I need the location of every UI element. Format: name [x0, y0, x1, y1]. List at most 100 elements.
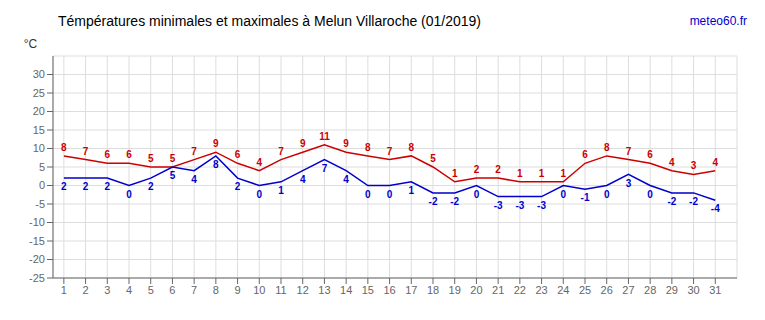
- svg-text:4: 4: [126, 284, 132, 296]
- svg-text:19: 19: [449, 284, 461, 296]
- svg-text:3: 3: [626, 178, 632, 189]
- svg-text:5: 5: [148, 153, 154, 164]
- svg-text:20: 20: [33, 105, 45, 117]
- svg-text:3: 3: [104, 284, 110, 296]
- svg-text:8: 8: [213, 159, 219, 170]
- svg-text:23: 23: [535, 284, 547, 296]
- svg-text:26: 26: [601, 284, 613, 296]
- svg-text:0: 0: [365, 189, 371, 200]
- svg-text:5: 5: [430, 153, 436, 164]
- svg-text:8: 8: [604, 142, 610, 153]
- svg-text:30: 30: [33, 68, 45, 80]
- svg-text:6: 6: [647, 149, 653, 160]
- svg-text:5: 5: [170, 170, 176, 181]
- svg-text:7: 7: [83, 146, 89, 157]
- svg-text:-1: -1: [581, 192, 590, 203]
- svg-text:7: 7: [278, 146, 284, 157]
- svg-text:6: 6: [169, 284, 175, 296]
- svg-text:10: 10: [253, 284, 265, 296]
- svg-text:2: 2: [495, 164, 501, 175]
- svg-text:21: 21: [492, 284, 504, 296]
- svg-text:-25: -25: [29, 272, 45, 284]
- svg-text:2: 2: [105, 181, 111, 192]
- svg-text:-2: -2: [667, 196, 676, 207]
- svg-text:6: 6: [126, 149, 132, 160]
- svg-text:1: 1: [539, 168, 545, 179]
- svg-text:5: 5: [39, 161, 45, 173]
- svg-text:11: 11: [275, 284, 286, 296]
- svg-text:-15: -15: [29, 235, 45, 247]
- svg-text:9: 9: [343, 138, 349, 149]
- svg-text:-5: -5: [35, 198, 45, 210]
- svg-text:4: 4: [257, 157, 263, 168]
- svg-text:-3: -3: [515, 200, 524, 211]
- svg-text:10: 10: [33, 142, 45, 154]
- svg-text:12: 12: [297, 284, 309, 296]
- svg-text:0: 0: [604, 189, 610, 200]
- svg-text:2: 2: [83, 181, 89, 192]
- svg-text:18: 18: [427, 284, 439, 296]
- svg-text:6: 6: [105, 149, 111, 160]
- svg-text:0: 0: [474, 189, 480, 200]
- svg-text:3: 3: [691, 160, 697, 171]
- svg-text:2: 2: [235, 181, 241, 192]
- svg-text:-2: -2: [450, 196, 459, 207]
- svg-text:1: 1: [409, 185, 415, 196]
- svg-text:2: 2: [474, 164, 480, 175]
- svg-text:13: 13: [318, 284, 330, 296]
- svg-text:6: 6: [582, 149, 588, 160]
- svg-text:6: 6: [235, 149, 241, 160]
- svg-text:1: 1: [561, 168, 567, 179]
- svg-text:8: 8: [409, 142, 415, 153]
- svg-text:16: 16: [383, 284, 395, 296]
- svg-text:0: 0: [387, 189, 393, 200]
- svg-text:°C: °C: [24, 37, 38, 51]
- svg-text:30: 30: [687, 284, 699, 296]
- svg-text:29: 29: [666, 284, 678, 296]
- svg-text:1: 1: [452, 168, 458, 179]
- svg-text:-2: -2: [429, 196, 438, 207]
- svg-text:27: 27: [622, 284, 634, 296]
- svg-text:7: 7: [191, 284, 197, 296]
- svg-text:2: 2: [61, 181, 67, 192]
- svg-text:0: 0: [257, 189, 263, 200]
- svg-text:25: 25: [33, 87, 45, 99]
- svg-text:-10: -10: [29, 216, 45, 228]
- svg-text:2: 2: [83, 284, 89, 296]
- svg-text:9: 9: [235, 284, 241, 296]
- svg-text:15: 15: [362, 284, 374, 296]
- svg-text:-3: -3: [494, 200, 503, 211]
- svg-text:28: 28: [644, 284, 656, 296]
- svg-text:9: 9: [300, 138, 306, 149]
- svg-text:8: 8: [213, 284, 219, 296]
- svg-text:15: 15: [33, 124, 45, 136]
- svg-text:-4: -4: [711, 203, 720, 214]
- svg-text:0: 0: [126, 189, 132, 200]
- svg-text:-3: -3: [537, 200, 546, 211]
- svg-text:-2: -2: [689, 196, 698, 207]
- svg-text:22: 22: [514, 284, 526, 296]
- svg-text:11: 11: [319, 131, 330, 142]
- svg-text:5: 5: [170, 153, 176, 164]
- svg-text:0: 0: [561, 189, 567, 200]
- svg-text:8: 8: [61, 142, 67, 153]
- svg-text:8: 8: [365, 142, 371, 153]
- svg-text:4: 4: [191, 174, 197, 185]
- svg-text:7: 7: [191, 146, 197, 157]
- svg-text:4: 4: [300, 174, 306, 185]
- svg-text:17: 17: [405, 284, 417, 296]
- svg-text:24: 24: [557, 284, 569, 296]
- svg-text:7: 7: [387, 146, 393, 157]
- svg-text:7: 7: [322, 163, 328, 174]
- svg-text:4: 4: [669, 157, 675, 168]
- svg-text:5: 5: [148, 284, 154, 296]
- svg-text:20: 20: [470, 284, 482, 296]
- svg-text:1: 1: [61, 284, 67, 296]
- svg-text:9: 9: [213, 138, 219, 149]
- svg-text:0: 0: [39, 179, 45, 191]
- svg-text:14: 14: [340, 284, 352, 296]
- svg-text:1: 1: [517, 168, 523, 179]
- svg-text:31: 31: [709, 284, 721, 296]
- svg-text:25: 25: [579, 284, 591, 296]
- svg-text:7: 7: [626, 146, 632, 157]
